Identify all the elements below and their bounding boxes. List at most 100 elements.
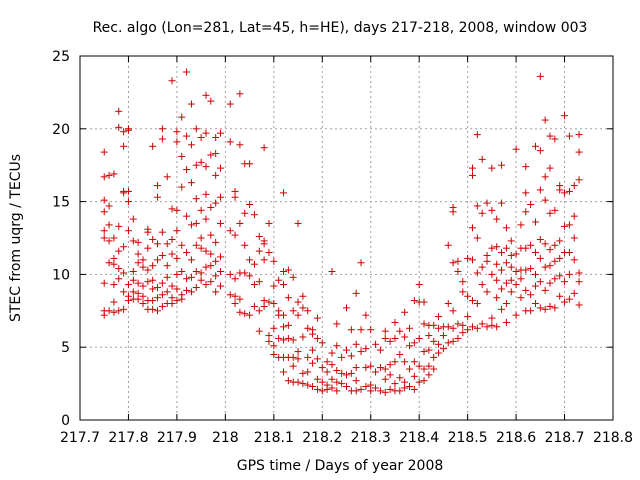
data-point xyxy=(120,305,128,313)
data-point xyxy=(260,256,268,264)
data-point xyxy=(570,182,578,190)
data-point xyxy=(333,366,341,374)
data-point xyxy=(493,294,501,302)
x-tick-label: 218.7 xyxy=(544,430,584,446)
data-point xyxy=(517,275,525,283)
data-point xyxy=(168,205,176,213)
data-point xyxy=(338,353,346,361)
data-point xyxy=(183,275,191,283)
data-point xyxy=(391,334,399,342)
data-point xyxy=(493,243,501,251)
data-point xyxy=(420,348,428,356)
data-point xyxy=(531,249,539,257)
data-point xyxy=(139,282,147,290)
data-point xyxy=(124,187,132,195)
data-point xyxy=(168,282,176,290)
data-point xyxy=(565,132,573,140)
data-point xyxy=(280,281,288,289)
data-point xyxy=(478,263,486,271)
data-point xyxy=(556,272,564,280)
data-point xyxy=(270,350,278,358)
data-point xyxy=(551,206,559,214)
data-point xyxy=(468,297,476,305)
data-point xyxy=(178,241,186,249)
data-point xyxy=(294,298,302,306)
data-point xyxy=(231,300,239,308)
data-point xyxy=(173,254,181,262)
data-point xyxy=(449,307,457,315)
data-point xyxy=(347,352,355,360)
data-point xyxy=(299,304,307,312)
data-point xyxy=(425,371,433,379)
data-point xyxy=(158,125,166,133)
data-point xyxy=(444,241,452,249)
data-point xyxy=(231,292,239,300)
data-point xyxy=(207,203,215,211)
data-point xyxy=(187,141,195,149)
data-point xyxy=(570,289,578,297)
data-point xyxy=(212,238,220,246)
data-point xyxy=(541,305,549,313)
x-axis-label: GPS time / Days of year 2008 xyxy=(237,458,444,474)
data-point xyxy=(328,267,336,275)
data-point xyxy=(498,305,506,313)
data-point xyxy=(241,310,249,318)
data-point xyxy=(134,259,142,267)
data-point xyxy=(493,323,501,331)
data-point xyxy=(435,313,443,321)
data-point xyxy=(124,227,132,235)
data-point xyxy=(207,262,215,270)
data-point xyxy=(468,171,476,179)
data-point xyxy=(473,131,481,139)
data-point xyxy=(546,132,554,140)
data-point xyxy=(236,219,244,227)
data-point xyxy=(158,302,166,310)
data-point xyxy=(154,182,162,190)
data-point xyxy=(362,311,370,319)
data-point xyxy=(381,375,389,383)
data-point xyxy=(488,314,496,322)
data-point xyxy=(158,279,166,287)
data-point xyxy=(289,273,297,281)
x-tick-label: 218 xyxy=(212,430,239,446)
data-point xyxy=(241,209,249,217)
data-point xyxy=(352,340,360,348)
data-point xyxy=(449,337,457,345)
data-point xyxy=(144,278,152,286)
data-point xyxy=(236,141,244,149)
data-point xyxy=(323,368,331,376)
data-point xyxy=(255,307,263,315)
data-point xyxy=(255,247,263,255)
data-point xyxy=(212,199,220,207)
x-tick-label: 218.2 xyxy=(302,430,342,446)
data-point xyxy=(255,278,263,286)
data-point xyxy=(100,227,108,235)
data-point xyxy=(207,250,215,258)
data-point xyxy=(139,292,147,300)
data-point xyxy=(207,151,215,159)
data-point xyxy=(405,383,413,391)
data-point xyxy=(115,123,123,131)
data-point xyxy=(575,176,583,184)
data-point xyxy=(304,307,312,315)
data-point xyxy=(459,321,467,329)
data-point xyxy=(498,285,506,293)
data-point xyxy=(556,254,564,262)
data-point xyxy=(250,211,258,219)
grid-lines xyxy=(80,56,613,420)
data-point xyxy=(459,288,467,296)
data-point xyxy=(183,249,191,257)
x-tick-label: 218.4 xyxy=(399,430,439,446)
data-point xyxy=(522,244,530,252)
data-point xyxy=(376,346,384,354)
data-point xyxy=(246,272,254,280)
data-point xyxy=(270,324,278,332)
data-point xyxy=(328,384,336,392)
data-point xyxy=(284,321,292,329)
data-point xyxy=(105,202,113,210)
data-point xyxy=(575,131,583,139)
data-point xyxy=(478,209,486,217)
data-point xyxy=(357,348,365,356)
y-tick-label: 10 xyxy=(52,267,70,283)
data-point xyxy=(217,219,225,227)
